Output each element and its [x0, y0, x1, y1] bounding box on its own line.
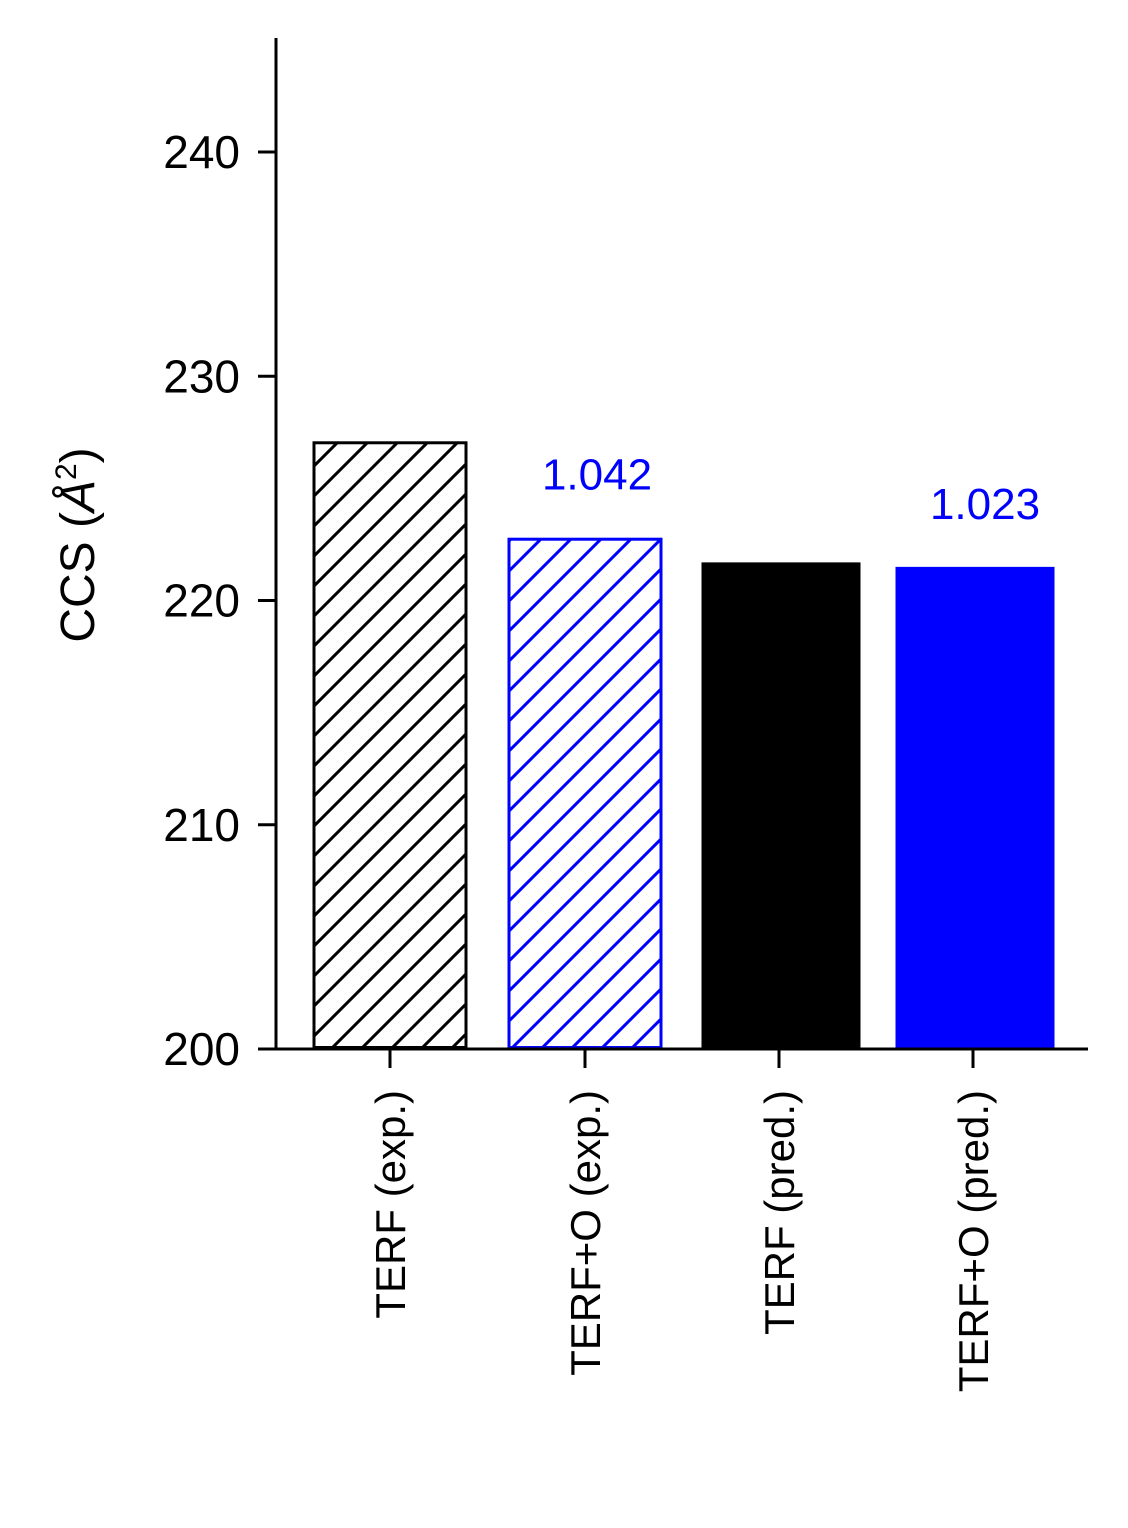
y-axis-label-main: CCS (	[52, 512, 105, 643]
y-axis-label: CCS (Å2)	[50, 447, 105, 642]
y-tick-label: 230	[163, 350, 240, 402]
data-label: 1.023	[930, 480, 1040, 529]
bar-0	[312, 441, 468, 1050]
x-ticks-group: TERF (exp.) TERF+O (exp.) TERF (pred.) TERF…	[367, 1049, 997, 1392]
bar-3	[895, 566, 1055, 1049]
x-tick-label: TERF (exp.)	[367, 1090, 414, 1319]
y-axis-label-superscript: 2	[50, 463, 83, 480]
y-ticks-group: 200 210 220 230 240	[163, 126, 276, 1075]
y-tick-label: 200	[163, 1023, 240, 1075]
y-tick-label: 220	[163, 575, 240, 627]
bar-1	[507, 537, 663, 1050]
data-label: 1.042	[542, 451, 652, 500]
x-tick-label: TERF (pred.)	[756, 1090, 803, 1335]
x-tick-label: TERF+O (pred.)	[950, 1090, 997, 1392]
y-axis-label-close: )	[52, 447, 105, 463]
y-tick-label: 210	[163, 799, 240, 851]
bars-group	[312, 441, 1055, 1050]
y-tick-label: 240	[163, 126, 240, 178]
data-labels-group: 1.042 1.023	[542, 451, 1040, 529]
x-tick-label: TERF+O (exp.)	[562, 1090, 609, 1376]
bar-2	[701, 562, 861, 1049]
y-axis-label-unit: Å	[52, 480, 105, 515]
